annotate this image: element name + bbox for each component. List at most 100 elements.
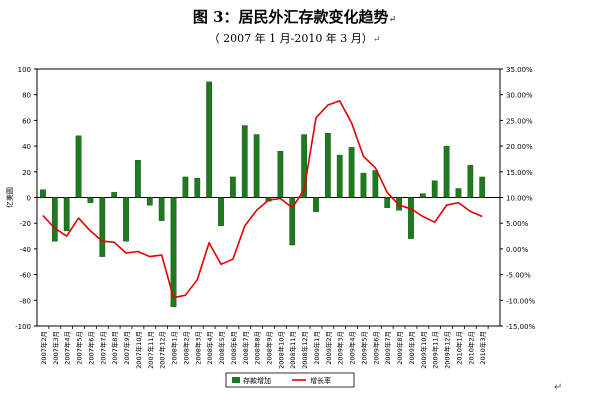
y2-axis-tick-label: -15.00% xyxy=(506,323,536,331)
legend-label-growth: 增长率 xyxy=(310,376,331,385)
y-axis-tick-label: -80 xyxy=(20,297,31,305)
bar-deposit-increase xyxy=(123,197,129,242)
x-axis-tick-label: 2010年1月 xyxy=(454,331,463,365)
bar-deposit-increase xyxy=(230,176,236,198)
y-axis-tick-label: -60 xyxy=(20,272,31,280)
bar-deposit-increase xyxy=(455,188,462,198)
x-axis-tick-label: 2009年9月 xyxy=(407,331,416,365)
y2-axis-tick-label: -5.00% xyxy=(506,272,531,280)
bar-deposit-increase xyxy=(289,197,296,246)
y-axis-tick-label: -100 xyxy=(15,323,31,331)
x-axis-tick-label: 2007年9月 xyxy=(122,331,131,365)
x-axis-tick-label: 2007年10月 xyxy=(134,331,143,369)
bar-deposit-increase xyxy=(63,197,70,232)
x-axis-tick-label: 2008年8月 xyxy=(253,331,262,365)
x-axis-tick-label: 2008年5月 xyxy=(217,331,226,365)
bar-deposit-increase xyxy=(348,147,355,198)
x-axis-tick-label: 2007年12月 xyxy=(158,331,167,369)
bar-deposit-increase xyxy=(324,133,331,198)
x-axis-tick-label: 2009年3月 xyxy=(336,331,345,365)
x-axis-tick-label: 2008年9月 xyxy=(265,331,274,365)
bar-deposit-increase xyxy=(360,172,367,198)
y2-axis-tick-label: -10.00% xyxy=(506,297,536,305)
x-axis-tick-label: 2008年4月 xyxy=(205,331,214,365)
line-growth-rate xyxy=(42,100,483,299)
x-axis-tick-label: 2009年8月 xyxy=(395,331,404,365)
bar-deposit-increase xyxy=(384,197,391,208)
y2-axis-tick-label: 25.00% xyxy=(506,117,533,125)
bar-deposit-increase xyxy=(443,145,450,198)
bar-deposit-increase xyxy=(194,178,201,198)
x-axis-tick-label: 2007年4月 xyxy=(63,331,72,365)
x-axis-tick-label: 2007年8月 xyxy=(110,331,119,365)
bar-deposit-increase xyxy=(253,134,260,198)
y-axis-tick-label: 80 xyxy=(22,92,31,100)
bar-deposit-increase xyxy=(479,176,486,198)
y-axis-tick-label: 40 xyxy=(22,143,31,151)
x-axis-tick-label: 2007年11月 xyxy=(146,331,155,369)
y2-axis-tick-label: 30.00% xyxy=(506,92,533,100)
bar-deposit-increase xyxy=(277,151,284,198)
x-axis-tick-label: 2008年6月 xyxy=(229,331,238,365)
bar-deposit-increase xyxy=(135,160,141,198)
x-axis-tick-label: 2007年6月 xyxy=(86,331,95,365)
x-axis-tick-label: 2008年2月 xyxy=(181,331,190,365)
y-axis-tick-label: 0 xyxy=(27,195,31,203)
bar-deposit-increase xyxy=(218,197,224,226)
bar-deposit-increase xyxy=(301,134,307,198)
x-axis-tick-label: 2009年5月 xyxy=(359,331,368,365)
x-axis-tick-label: 2007年5月 xyxy=(75,331,84,365)
x-axis-tick-label: 2009年2月 xyxy=(324,331,333,365)
bar-deposit-increase xyxy=(467,165,474,198)
x-axis-tick-label: 2007年2月 xyxy=(39,331,48,365)
y-axis-tick-label: 60 xyxy=(22,117,31,125)
bar-deposit-increase xyxy=(419,193,426,198)
bar-deposit-increase xyxy=(396,197,402,211)
bar-deposit-increase xyxy=(372,170,379,198)
x-axis-tick-label: 2009年1月 xyxy=(312,331,321,365)
bar-deposit-increase xyxy=(336,154,343,198)
x-axis-tick-label: 2010年3月 xyxy=(478,331,487,365)
bar-deposit-increase xyxy=(111,192,118,198)
y2-axis-tick-label: 0.00% xyxy=(506,246,529,254)
bar-deposit-increase xyxy=(87,197,94,203)
bar-deposit-increase xyxy=(313,197,319,212)
y-axis-tick-label: 100 xyxy=(18,66,31,74)
y2-axis-tick-label: 35.00% xyxy=(506,66,533,74)
y-axis-tick-label: -40 xyxy=(20,246,31,254)
y2-axis-tick-label: 20.00% xyxy=(506,143,533,151)
bar-deposit-increase xyxy=(146,197,153,206)
bar-deposit-increase xyxy=(158,197,165,221)
x-axis-tick-label: 2007年7月 xyxy=(98,331,107,365)
legend-label-deposit: 存款增加 xyxy=(243,376,271,385)
bar-deposit-increase xyxy=(408,197,414,239)
x-axis-tick-label: 2008年11月 xyxy=(288,331,297,369)
y2-axis-tick-label: 10.00% xyxy=(506,195,533,203)
chart-title: 图 3：居民外汇存款变化趋势↵ xyxy=(192,8,397,26)
x-axis-tick-label: 2009年11月 xyxy=(431,331,440,369)
bar-deposit-increase xyxy=(40,189,46,198)
bar-deposit-increase xyxy=(206,81,213,198)
x-axis-tick-label: 2008年7月 xyxy=(241,331,250,365)
x-axis-tick-label: 2009年10月 xyxy=(419,331,428,369)
y-axis-label: 亿美圆 xyxy=(5,187,14,208)
x-axis-tick-label: 2009年7月 xyxy=(383,331,392,365)
chart-subtitle: （ 2007 年 1 月-2010 年 3 月）↵ xyxy=(208,32,381,45)
x-axis-tick-label: 2007年3月 xyxy=(51,331,60,365)
legend-swatch-deposit xyxy=(232,377,240,383)
y-axis-tick-label: -20 xyxy=(20,220,31,228)
x-axis-tick-label: 2009年4月 xyxy=(348,331,357,365)
bar-deposit-increase xyxy=(99,197,106,257)
x-axis-tick-label: 2008年1月 xyxy=(170,331,179,365)
bar-deposit-increase xyxy=(431,180,438,198)
bar-deposit-increase xyxy=(170,197,177,307)
x-axis-tick-label: 2008年3月 xyxy=(193,331,202,365)
x-axis-tick-label: 2009年12月 xyxy=(443,331,452,369)
bar-deposit-increase xyxy=(75,135,82,198)
paragraph-mark: ↵ xyxy=(554,382,563,393)
x-axis-tick-label: 2008年10月 xyxy=(276,331,285,369)
bar-deposit-increase xyxy=(241,125,248,198)
legend-box xyxy=(225,372,355,388)
y2-axis-tick-label: 15.00% xyxy=(506,169,533,177)
